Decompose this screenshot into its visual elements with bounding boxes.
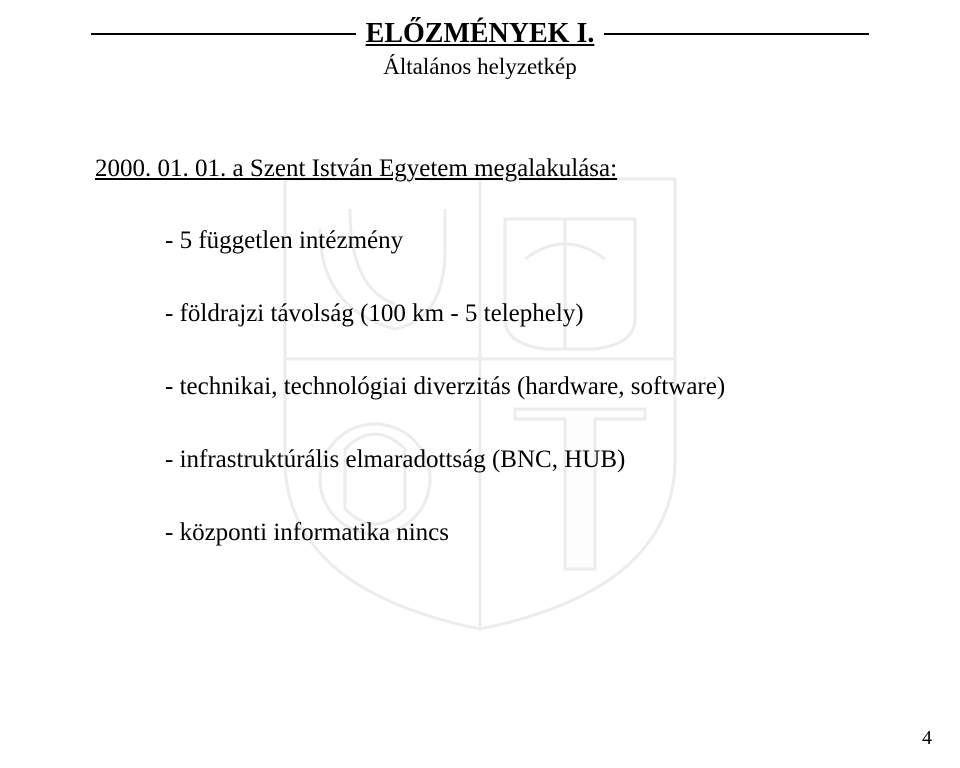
rule-left [91, 33, 356, 35]
bullet-item: - földrajzi távolság (100 km - 5 telephe… [95, 296, 875, 331]
bullet-item: - infrastruktúrális elmaradottság (BNC, … [95, 442, 875, 477]
bullet-item: - 5 független intézmény [95, 223, 875, 258]
title-row: ELŐZMÉNYEK I. [0, 18, 960, 50]
slide-header: ELŐZMÉNYEK I. Általános helyzetkép [0, 18, 960, 80]
bullet-item: - technikai, technológiai diverzitás (ha… [95, 369, 875, 404]
rule-right [604, 33, 869, 35]
page-number: 4 [922, 727, 932, 750]
slide-body: 2000. 01. 01. a Szent István Egyetem meg… [95, 155, 875, 588]
slide: ELŐZMÉNYEK I. Általános helyzetkép 2000.… [0, 0, 960, 768]
bullet-list: - 5 független intézmény - földrajzi távo… [95, 223, 875, 550]
slide-title: ELŐZMÉNYEK I. [366, 18, 595, 50]
date-line: 2000. 01. 01. a Szent István Egyetem meg… [95, 155, 875, 183]
slide-subtitle: Általános helyzetkép [0, 54, 960, 80]
bullet-item: - központi informatika nincs [95, 515, 875, 550]
